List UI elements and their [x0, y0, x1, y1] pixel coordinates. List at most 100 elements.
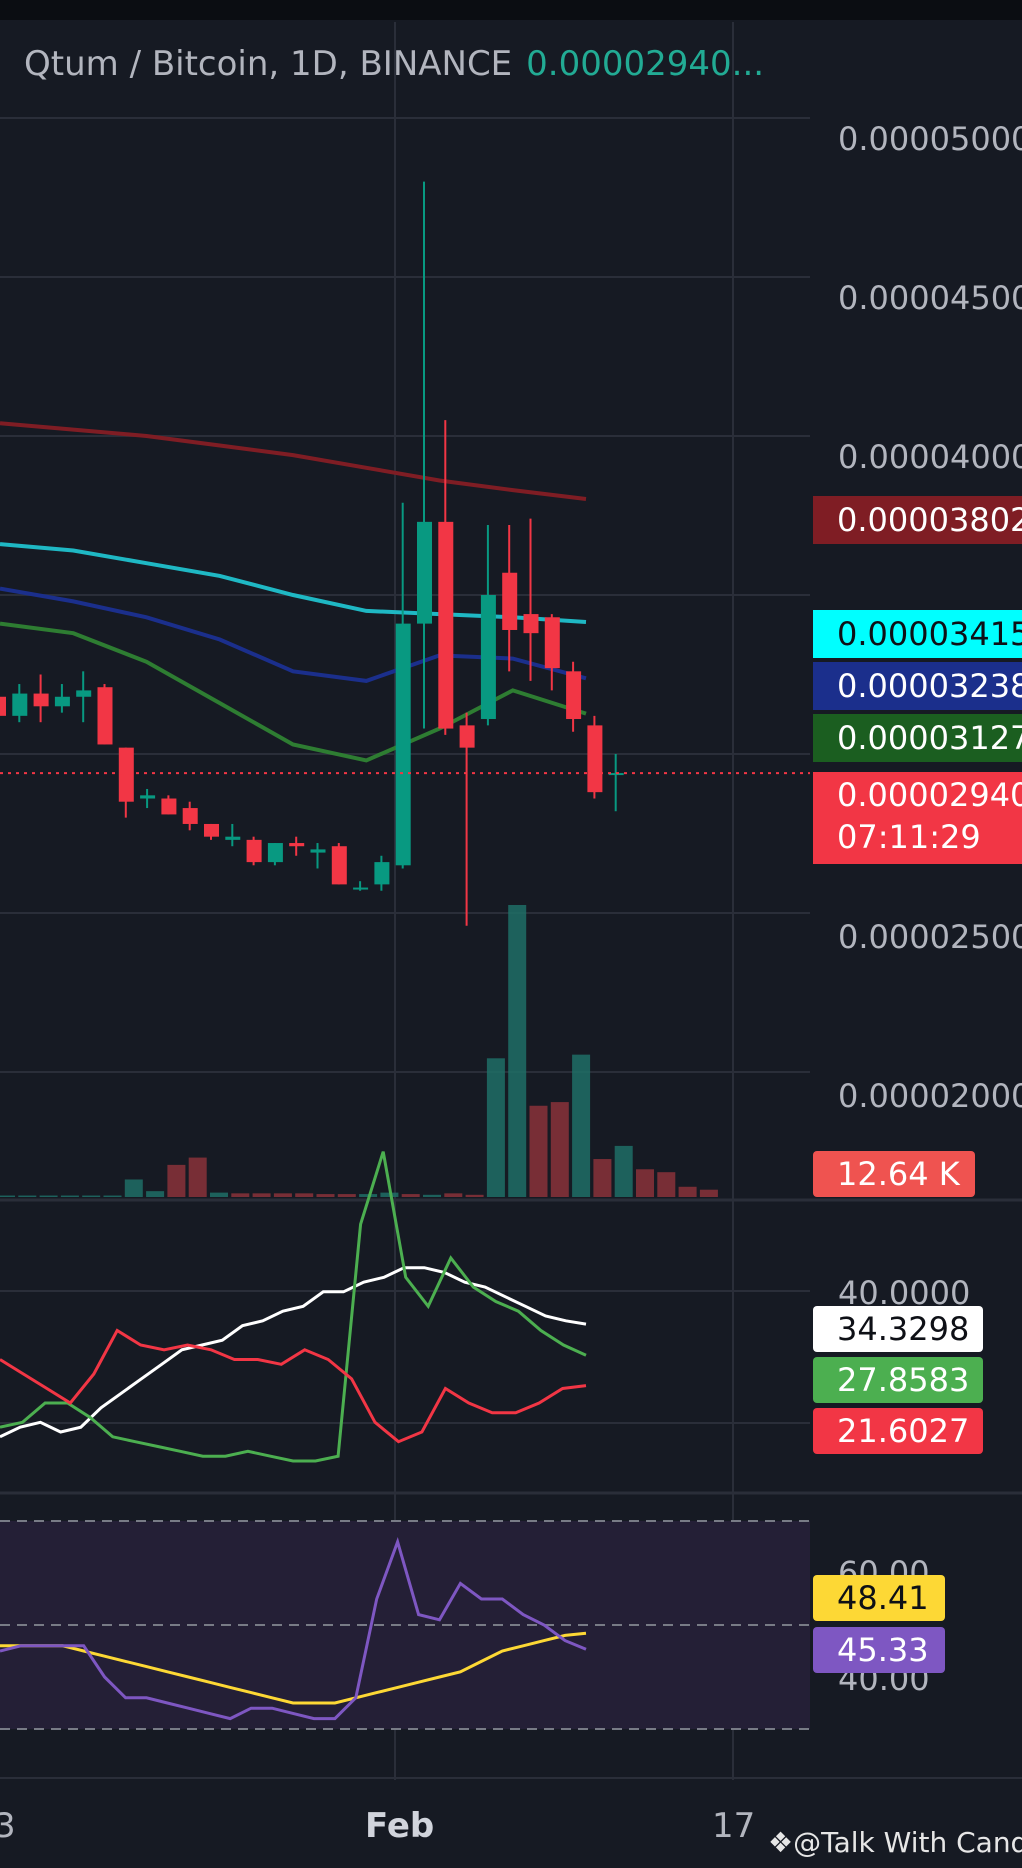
volume-bar [678, 1186, 697, 1197]
volume-bar [465, 1194, 484, 1197]
volume-bar [316, 1194, 335, 1197]
volume-bar [636, 1169, 654, 1197]
volume-bar [146, 1191, 165, 1197]
status-bar [0, 0, 1022, 20]
plus-di-line [0, 1151, 587, 1463]
candle-body [267, 843, 283, 863]
watermark-text: @Talk With Candle [793, 1826, 1022, 1859]
volume-bar [124, 1179, 143, 1197]
ma-green-price-badge: 0.00003127 [813, 714, 1022, 762]
volume-bar [295, 1193, 314, 1197]
candle-body [204, 823, 219, 837]
candle-body [587, 725, 603, 793]
candle [395, 502, 411, 869]
rsi-ma-value-badge: 48.41 [813, 1575, 945, 1621]
ma-blue-price-badge: 0.00003238 [813, 662, 1022, 710]
volume-bar [273, 1193, 292, 1197]
rsi-value-badge: 45.33 [813, 1627, 945, 1673]
volume-bar [508, 905, 527, 1197]
candle [225, 823, 241, 847]
candle-body [353, 887, 369, 890]
candle-body [140, 795, 156, 799]
candle [502, 525, 518, 672]
rsi-indicator [0, 1520, 810, 1730]
candle-body [459, 725, 475, 748]
candle [246, 836, 262, 866]
candle [76, 671, 92, 723]
dmi-indicator [0, 1151, 587, 1463]
volume-bar [337, 1194, 356, 1197]
volume-bar [550, 1102, 569, 1197]
volume-bar [82, 1195, 101, 1197]
candle-body [544, 617, 560, 669]
candle-body [76, 690, 92, 697]
time-axis-label: 17 [712, 1806, 756, 1846]
volume-bar [103, 1195, 122, 1197]
moving-average-line [0, 586, 587, 683]
candle-body [0, 696, 6, 716]
candle [118, 747, 134, 818]
candle-body [566, 671, 582, 720]
adx-value-badge: 34.3298 [813, 1306, 983, 1352]
candle [12, 684, 28, 723]
candle [331, 843, 347, 885]
volume-series [0, 905, 718, 1197]
candle-body [54, 696, 70, 707]
volume-bar [423, 1194, 441, 1197]
symbol-title: Qtum / Bitcoin, 1D, BINANCE [24, 44, 513, 84]
candle-body [182, 808, 198, 824]
candle [267, 843, 283, 866]
candle-body [118, 747, 134, 802]
candle [480, 525, 496, 726]
volume-bar [593, 1159, 612, 1197]
candle [182, 801, 198, 831]
volume-bar [614, 1145, 633, 1197]
candle [459, 712, 475, 926]
candle-countdown: 07:11:29 [837, 818, 981, 856]
adx-line [0, 1266, 587, 1439]
candle-body [523, 614, 539, 634]
rsi-line [0, 1536, 587, 1721]
volume-bar [529, 1105, 548, 1197]
candle [608, 754, 624, 812]
minus-di-line [0, 1328, 587, 1444]
ma-cyan-price-badge: 0.00003415 [813, 610, 1022, 658]
grid-lines [0, 22, 1022, 1780]
candle-body [310, 849, 326, 853]
moving-average-line [0, 542, 587, 624]
time-axis-label: Feb [365, 1806, 435, 1846]
candle [353, 881, 369, 891]
volume-bar [18, 1195, 37, 1197]
time-axis-label: 3 [0, 1806, 16, 1846]
candle [289, 836, 305, 856]
current-price-badge: 0.00002940 07:11:29 [813, 772, 1022, 864]
candle [566, 661, 582, 732]
candle [374, 855, 390, 891]
candle [523, 518, 539, 681]
candle-body [289, 843, 305, 847]
diamond-logo-icon: ❖ [768, 1826, 794, 1859]
current-price-text: 0.00002940 [837, 776, 1022, 814]
candle [544, 614, 560, 691]
volume-bar [0, 1195, 15, 1197]
candle-body [374, 862, 390, 885]
candle-body [246, 839, 262, 863]
volume-bar [60, 1195, 79, 1197]
candle [438, 420, 454, 735]
candle [587, 715, 603, 799]
candle [33, 674, 49, 723]
candle-body [438, 521, 454, 729]
candle-body [33, 693, 49, 707]
candle-body [480, 595, 496, 720]
chart-header: Qtum / Bitcoin, 1D, BINANCE 0.00002940... [24, 44, 764, 84]
candle-body [395, 623, 411, 866]
volume-bar [657, 1172, 676, 1197]
ma200-price-badge: 0.00003802 [813, 496, 1022, 544]
volume-bar [231, 1193, 250, 1197]
candle [0, 696, 6, 716]
price-axis-label: 0.00002000 [838, 1077, 1022, 1115]
candle [310, 843, 326, 869]
minus-di-value-badge: 21.6027 [813, 1408, 983, 1454]
volume-bar [39, 1195, 58, 1197]
